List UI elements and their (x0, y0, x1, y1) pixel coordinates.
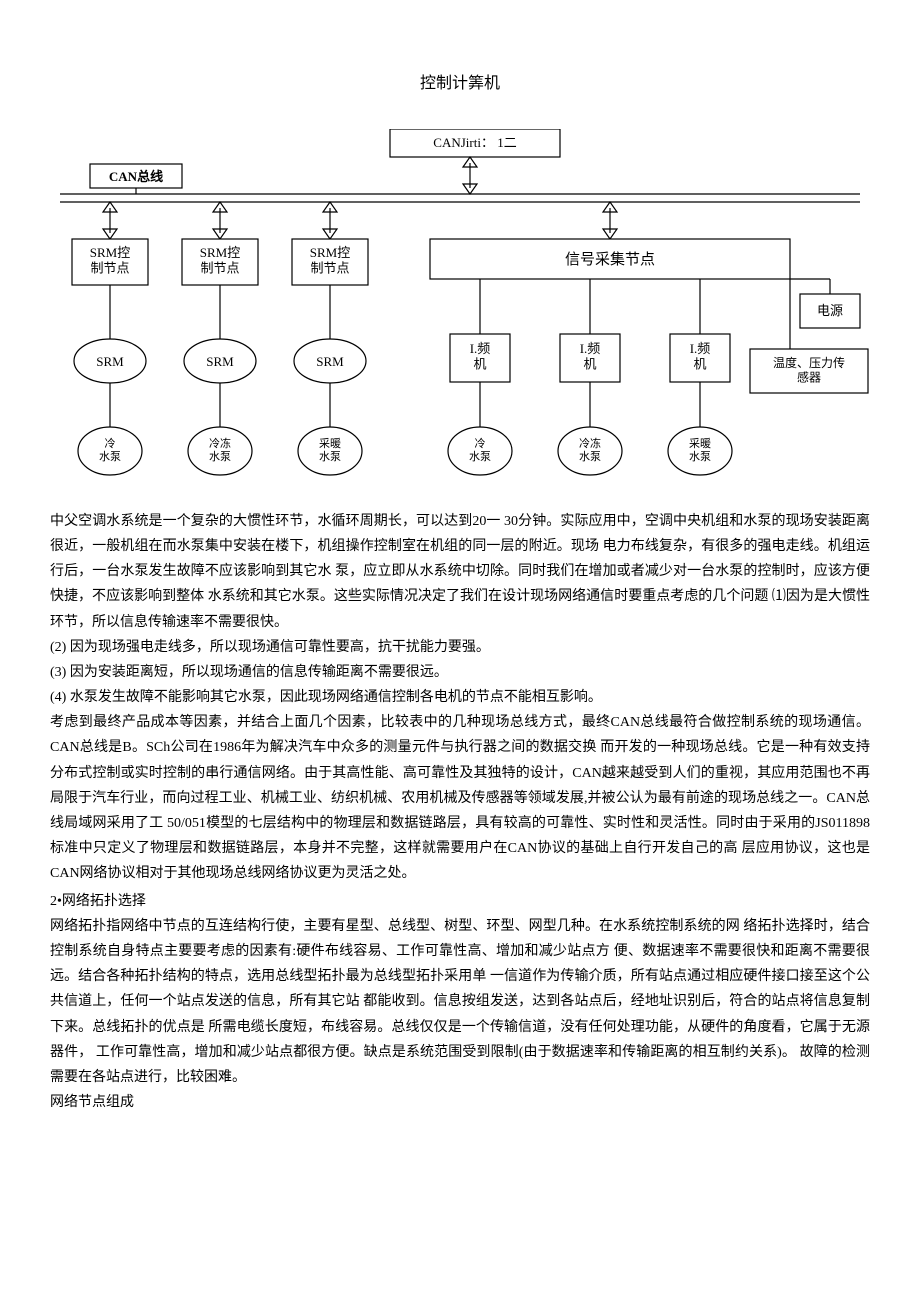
svg-text:电源: 电源 (817, 303, 843, 318)
list-item-4: (4) 水泵发生故障不能影响其它水泵，因此现场网络通信控制各电机的节点不能相互影… (50, 685, 870, 710)
svg-text:CAN总线: CAN总线 (109, 169, 163, 184)
svg-text:冷冻水泵: 冷冻水泵 (209, 436, 231, 463)
section-heading-2: 2•网络拓扑选择 (50, 889, 870, 914)
svg-text:SRM控制节点: SRM控制节点 (90, 245, 130, 276)
paragraph-3: 网络拓扑指网络中节点的互连结构行使，主要有星型、总线型、树型、环型、网型几种。在… (50, 914, 870, 1090)
svg-text:信号采集节点: 信号采集节点 (565, 251, 655, 268)
svg-text:冷冻水泵: 冷冻水泵 (579, 436, 601, 463)
paragraph-4: 网络节点组成 (50, 1090, 870, 1115)
svg-text:SRM: SRM (96, 354, 124, 369)
list-item-2: (2) 因为现场强电走线多，所以现场通信可靠性要高，抗干扰能力要强。 (50, 635, 870, 660)
paragraph-1: 中父空调水系统是一个复杂的大惯性环节，水循环周期长，可以达到20一 30分钟。实… (50, 509, 870, 635)
list-item-3: (3) 因为安装距离短，所以现场通信的信息传输距离不需要很远。 (50, 660, 870, 685)
svg-text:SRM: SRM (316, 354, 344, 369)
svg-text:SRM控制节点: SRM控制节点 (310, 245, 350, 276)
svg-text:CANJirti： 1二: CANJirti： 1二 (433, 135, 516, 150)
svg-text:SRM控制节点: SRM控制节点 (200, 245, 240, 276)
paragraph-2: 考虑到最终产品成本等因素，并结合上面几个因素，比较表中的几种现场总线方式，最终C… (50, 710, 870, 886)
page-title: 控制计筭机 (50, 70, 870, 99)
system-diagram: CANJirti： 1二 CAN总线 SRM控制节点 SRM控制节点 SRM控制节点 信号… (50, 129, 870, 489)
svg-text:SRM: SRM (206, 354, 234, 369)
